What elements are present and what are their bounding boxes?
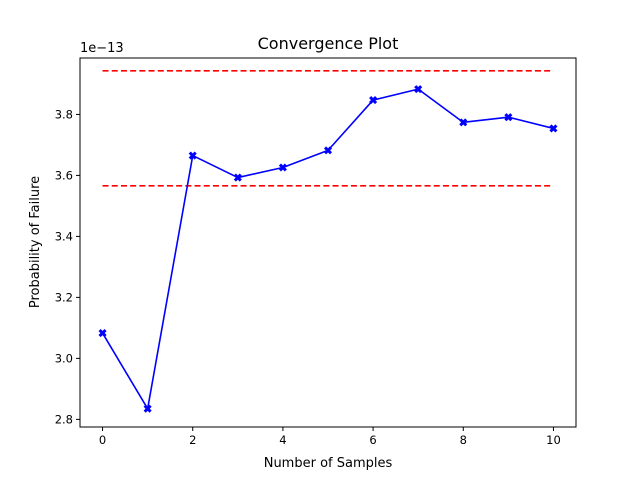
data-point bbox=[98, 329, 107, 338]
data-point bbox=[504, 113, 513, 122]
data-point bbox=[278, 163, 287, 172]
data-point bbox=[369, 96, 378, 105]
chart-title: Convergence Plot bbox=[258, 34, 399, 53]
x-tick-label: 6 bbox=[369, 433, 376, 447]
x-axis-label: Number of Samples bbox=[264, 456, 393, 471]
y-axis-label: Probability of Failure bbox=[28, 176, 43, 308]
data-point bbox=[459, 118, 468, 127]
data-point bbox=[414, 85, 423, 94]
x-tick-label: 4 bbox=[279, 433, 286, 447]
y-tick-label: 3.4 bbox=[55, 229, 73, 243]
x-axis: 0 2 4 6 8 10 bbox=[99, 427, 561, 447]
y-axis: 2.8 3.0 3.2 3.4 3.6 3.8 bbox=[55, 107, 80, 426]
data-point bbox=[188, 151, 197, 160]
x-tick-label: 2 bbox=[189, 433, 196, 447]
y-tick-label: 3.8 bbox=[55, 107, 73, 121]
y-tick-label: 3.6 bbox=[55, 168, 73, 182]
y-tick-label: 2.8 bbox=[55, 412, 73, 426]
x-tick-label: 0 bbox=[99, 433, 106, 447]
data-point bbox=[233, 173, 242, 182]
data-point bbox=[143, 404, 152, 413]
plot-area bbox=[98, 70, 558, 413]
x-tick-label: 10 bbox=[546, 433, 561, 447]
y-tick-label: 3.0 bbox=[55, 351, 73, 365]
x-tick-label: 8 bbox=[460, 433, 467, 447]
data-point bbox=[549, 124, 558, 133]
axes-frame bbox=[79, 57, 577, 428]
data-point bbox=[323, 146, 333, 155]
y-tick-label: 3.2 bbox=[55, 290, 73, 304]
y-offset-label: 1e−13 bbox=[80, 41, 124, 56]
